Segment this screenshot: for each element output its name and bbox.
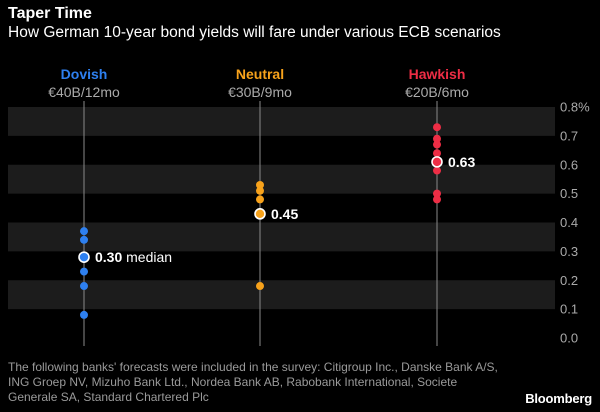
grid-band <box>8 164 555 194</box>
chart-subtitle: How German 10-year bond yields will fare… <box>8 24 501 41</box>
data-point <box>256 180 264 189</box>
data-point <box>433 149 441 158</box>
y-tick-label: 0.8% <box>560 100 590 115</box>
y-tick-label: 0.0 <box>560 331 578 346</box>
scenario-subtitle: €30B/9mo <box>228 84 292 100</box>
data-point <box>256 186 264 195</box>
data-point <box>433 166 441 175</box>
background-bands <box>8 107 555 310</box>
median-point <box>78 251 90 263</box>
y-tick-label: 0.6 <box>560 157 578 172</box>
grid-band <box>8 107 555 136</box>
scenario-name: Dovish <box>61 66 108 82</box>
grid-band <box>8 280 555 310</box>
scenario-name: Neutral <box>236 66 284 82</box>
data-point <box>80 267 88 276</box>
data-point <box>80 235 88 244</box>
footnote: The following banks' forecasts were incl… <box>8 360 498 404</box>
scenario-subtitle: €40B/12mo <box>48 84 120 100</box>
data-point <box>80 282 88 291</box>
scenario-name: Hawkish <box>409 66 466 82</box>
y-tick-label: 0.4 <box>560 215 578 230</box>
median-label: 0.63 <box>448 154 475 170</box>
data-point <box>80 310 88 319</box>
data-point <box>433 189 441 198</box>
median-label: 0.30 median <box>95 249 172 265</box>
data-point <box>433 123 441 132</box>
y-axis-labels: 0.0 0.1 0.2 0.3 0.4 0.5 0.6 0.7 0.8% <box>560 100 590 346</box>
data-point <box>80 227 88 236</box>
y-tick-label: 0.7 <box>560 128 578 143</box>
median-label: 0.45 <box>271 206 298 222</box>
scenario-subtitle: €20B/6mo <box>405 84 469 100</box>
data-point <box>433 134 441 143</box>
chart-title: Taper Time <box>8 5 92 22</box>
scenario-headers: Dovish €40B/12mo Neutral €30B/9mo Hawkish €20… <box>48 66 469 100</box>
grid-band <box>8 222 555 252</box>
median-point <box>431 156 443 168</box>
y-tick-label: 0.1 <box>560 302 578 317</box>
data-point <box>433 195 441 204</box>
y-tick-label: 0.5 <box>560 186 578 201</box>
median-markers: 0.30 median 0.45 0.63 <box>78 154 475 265</box>
y-tick-label: 0.2 <box>560 273 578 288</box>
bloomberg-logo: Bloomberg <box>525 391 592 406</box>
scatter-chart: 0.0 0.1 0.2 0.3 0.4 0.5 0.6 0.7 0.8% Dovish €40B/… <box>8 66 590 346</box>
data-point <box>256 282 264 291</box>
y-tick-label: 0.3 <box>560 244 578 259</box>
median-point <box>254 208 266 220</box>
data-point <box>433 140 441 149</box>
data-point <box>256 195 264 204</box>
